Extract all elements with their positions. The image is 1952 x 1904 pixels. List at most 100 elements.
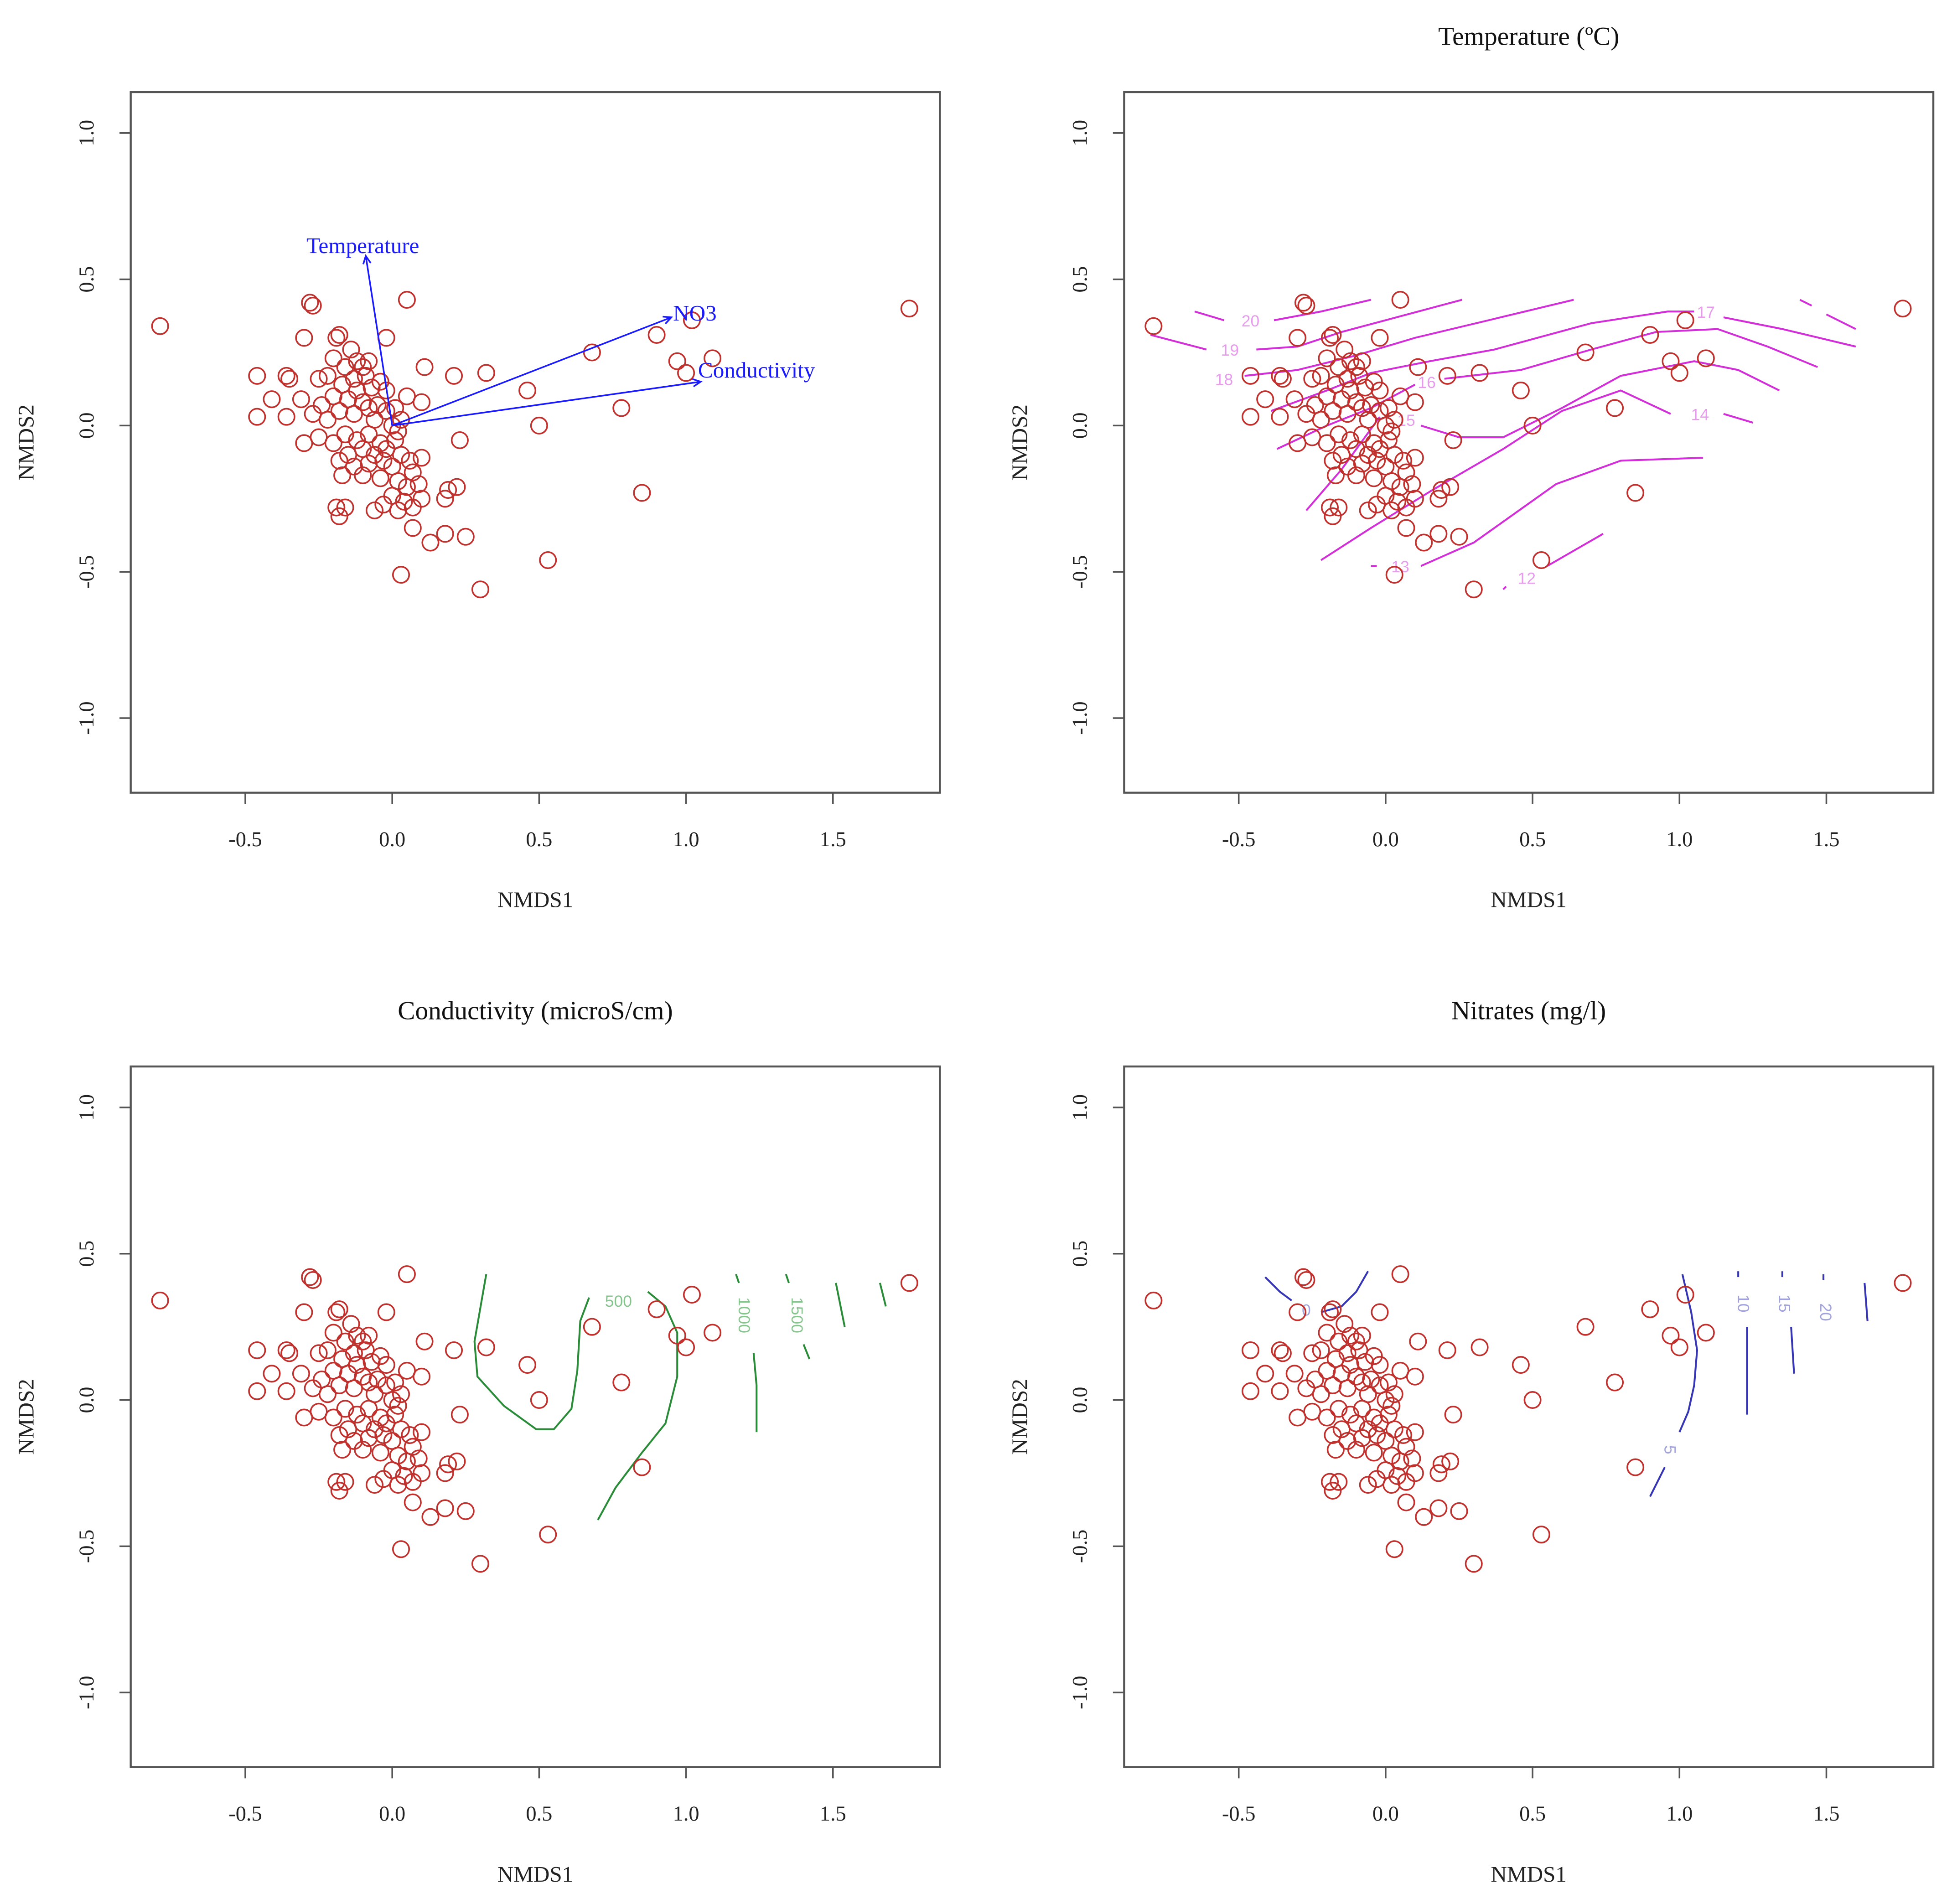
y-tick-label: 1.0 bbox=[75, 1094, 98, 1121]
site-point bbox=[471, 1555, 490, 1573]
site-point bbox=[1450, 528, 1468, 546]
y-tick-label: 0.5 bbox=[1068, 1241, 1092, 1267]
panel-temperature: Temperature (ºC) -0.5 0.0 0.5 1.0 1.5 NMDS1 -1.… bbox=[1007, 22, 1935, 912]
y-tick-label: -0.5 bbox=[1068, 555, 1092, 589]
site-point bbox=[348, 1406, 366, 1424]
contour-line bbox=[785, 1274, 790, 1283]
vector-label: Temperature bbox=[306, 233, 419, 258]
site-point bbox=[1303, 1344, 1321, 1362]
site-point bbox=[1294, 1268, 1312, 1286]
site-point bbox=[1470, 364, 1489, 382]
x-tick-label: 1.5 bbox=[1813, 828, 1839, 851]
site-point bbox=[1371, 381, 1389, 399]
site-point bbox=[360, 1373, 378, 1392]
site-point bbox=[401, 1426, 419, 1444]
site-point bbox=[404, 1493, 422, 1511]
contour-line bbox=[1270, 310, 1694, 412]
site-point bbox=[1326, 1441, 1345, 1459]
site-point bbox=[612, 1373, 631, 1392]
site-point bbox=[295, 434, 313, 452]
site-point bbox=[1532, 551, 1550, 569]
site-point bbox=[1330, 425, 1348, 444]
x-axis-label: NMDS1 bbox=[497, 1862, 574, 1887]
site-point bbox=[1347, 466, 1365, 485]
site-point bbox=[348, 352, 366, 370]
site-point bbox=[445, 1341, 463, 1359]
site-point bbox=[1429, 525, 1448, 543]
site-point bbox=[1523, 1391, 1542, 1409]
site-points bbox=[151, 1265, 918, 1573]
site-point bbox=[327, 1303, 346, 1321]
site-point bbox=[1391, 1265, 1409, 1283]
contour-line bbox=[1502, 585, 1507, 590]
contour-1000: 1000 bbox=[735, 1274, 758, 1433]
site-point bbox=[386, 431, 404, 450]
site-point bbox=[330, 1300, 348, 1319]
site-point bbox=[342, 341, 360, 359]
site-point bbox=[421, 1508, 440, 1526]
x-tick-label: 0.5 bbox=[1519, 1802, 1546, 1826]
site-point bbox=[389, 501, 407, 519]
site-point bbox=[1894, 300, 1912, 318]
site-point bbox=[330, 1376, 348, 1394]
contour-line bbox=[597, 1291, 678, 1521]
site-point bbox=[1415, 1508, 1433, 1526]
site-point bbox=[668, 1326, 686, 1345]
site-point bbox=[1391, 291, 1409, 309]
site-point bbox=[1606, 399, 1624, 417]
site-point bbox=[1406, 393, 1424, 411]
site-point bbox=[1429, 490, 1448, 508]
site-point bbox=[518, 381, 537, 399]
y-axis-label: NMDS2 bbox=[1007, 404, 1032, 481]
y-tick-label: 0.0 bbox=[75, 412, 98, 439]
site-point bbox=[1271, 1341, 1289, 1359]
site-point bbox=[1294, 294, 1312, 312]
site-point bbox=[1318, 1361, 1336, 1380]
site-point bbox=[1397, 1493, 1415, 1511]
site-point bbox=[248, 1341, 266, 1359]
site-point bbox=[1626, 1458, 1645, 1476]
site-point bbox=[295, 1408, 313, 1427]
site-point bbox=[1144, 317, 1163, 335]
site-point bbox=[1385, 446, 1403, 464]
site-point bbox=[1353, 455, 1371, 473]
site-point bbox=[1289, 1408, 1307, 1427]
site-point bbox=[1324, 1481, 1342, 1500]
contour-line bbox=[835, 1283, 846, 1327]
site-point bbox=[354, 358, 372, 376]
contour-10: 10 bbox=[1734, 1271, 1752, 1415]
site-point bbox=[1359, 446, 1377, 464]
x-tick-label: 0.5 bbox=[526, 1802, 552, 1826]
site-point bbox=[1320, 1473, 1339, 1491]
contour-label: 0 bbox=[1302, 1301, 1311, 1319]
site-point bbox=[304, 296, 322, 315]
site-point bbox=[383, 416, 401, 435]
y-tick-label: -1.0 bbox=[75, 701, 98, 735]
site-point bbox=[336, 1473, 354, 1491]
site-point bbox=[1406, 1464, 1424, 1482]
y-tick-label: 0.5 bbox=[75, 1241, 98, 1267]
site-point bbox=[354, 1332, 372, 1350]
site-point bbox=[1347, 358, 1365, 376]
site-point bbox=[348, 1326, 366, 1345]
site-point bbox=[1429, 1464, 1448, 1482]
site-point bbox=[336, 1332, 354, 1350]
site-point bbox=[413, 1367, 431, 1386]
site-point bbox=[1324, 1300, 1342, 1319]
contour-15: 15 bbox=[1776, 1271, 1795, 1374]
site-point bbox=[386, 1373, 404, 1392]
site-point bbox=[1394, 1426, 1413, 1444]
site-point bbox=[1289, 329, 1307, 347]
site-point bbox=[336, 498, 354, 517]
site-point bbox=[368, 1371, 387, 1389]
site-point bbox=[401, 451, 419, 470]
contour-line bbox=[473, 1274, 590, 1430]
site-point bbox=[310, 1402, 328, 1421]
site-point bbox=[413, 1423, 431, 1441]
site-point bbox=[365, 446, 384, 464]
site-point bbox=[1326, 466, 1345, 485]
contour-line bbox=[1547, 533, 1604, 567]
site-point bbox=[1406, 1423, 1424, 1441]
contour-13: 13 bbox=[1371, 456, 1703, 576]
site-point bbox=[1144, 1291, 1163, 1309]
